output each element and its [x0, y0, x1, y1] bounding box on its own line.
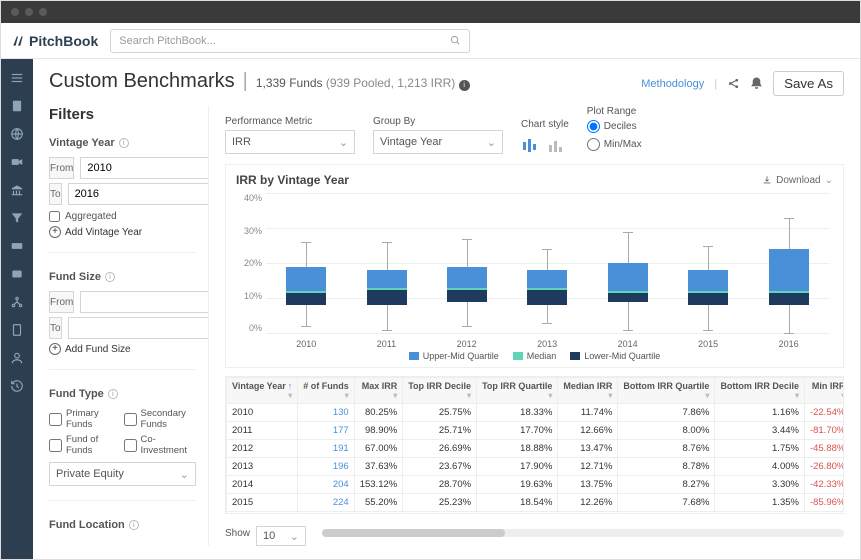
sidebar-item-user[interactable]: [1, 345, 33, 371]
aggregated-checkbox[interactable]: [49, 211, 60, 222]
title-text: Custom Benchmarks: [49, 70, 235, 93]
filter-fund-type: Fund Type i Primary Funds Secondary Fund…: [49, 388, 196, 501]
page-title: Custom Benchmarks | 1,339 Funds (939 Poo…: [49, 70, 470, 93]
sidebar-item-video[interactable]: [1, 149, 33, 175]
boxplot-item: [598, 193, 658, 333]
radio-deciles[interactable]: [587, 120, 600, 133]
table-row[interactable]: 201319637.63%23.67%17.90%12.71%8.78%4.00…: [227, 458, 845, 476]
boxplot-item: [517, 193, 577, 333]
sidebar-item-history[interactable]: [1, 373, 33, 399]
sidebar-item-doc[interactable]: [1, 317, 33, 343]
info-icon[interactable]: i: [105, 272, 115, 282]
filters-panel: Filters Vintage Year i From To Aggregate…: [49, 106, 209, 546]
chart-legend: Upper-Mid Quartile Median Lower-Mid Quar…: [236, 351, 833, 361]
chart-area: 40%30%20%10%0% 2010201120122013201420152…: [236, 189, 833, 349]
traffic-light-min[interactable]: [25, 8, 33, 16]
info-icon[interactable]: i: [119, 138, 129, 148]
chart-title: IRR by Vintage Year: [236, 173, 349, 187]
sidebar-item-org[interactable]: [1, 289, 33, 315]
filter-fund-location: Fund Location i: [49, 519, 196, 546]
filter-fund-size: Fund Size i From To +Add Fund Size: [49, 271, 196, 370]
check-fof[interactable]: [49, 439, 62, 452]
table-row[interactable]: 201219167.00%26.69%18.88%13.47%8.76%1.75…: [227, 440, 845, 458]
check-primary[interactable]: [49, 413, 62, 426]
to-label: To: [49, 183, 62, 205]
logo-text: PitchBook: [29, 33, 98, 49]
traffic-light-close[interactable]: [11, 8, 19, 16]
traffic-light-max[interactable]: [39, 8, 47, 16]
table-row[interactable]: 2016217120.30%33.10%23.48%13.10%7.85%1.2…: [227, 512, 845, 515]
search-input[interactable]: Search PitchBook...: [110, 29, 470, 53]
info-icon[interactable]: i: [459, 80, 470, 91]
add-fund-size[interactable]: +Add Fund Size: [49, 343, 196, 355]
sidebar: [1, 59, 33, 559]
from-label: From: [49, 157, 74, 179]
fundsize-to-input[interactable]: [68, 317, 209, 339]
methodology-link[interactable]: Methodology: [641, 78, 704, 90]
group-by-select[interactable]: Vintage Year⌄: [373, 130, 503, 154]
add-vintage-year[interactable]: +Add Vintage Year: [49, 226, 196, 238]
boxplot-item: [357, 193, 417, 333]
perf-metric-select[interactable]: IRR⌄: [225, 130, 355, 154]
topbar: PitchBook Search PitchBook...: [1, 23, 860, 59]
chart-style-bar[interactable]: [547, 136, 567, 154]
table-row[interactable]: 201522455.20%25.23%18.54%12.26%7.68%1.35…: [227, 494, 845, 512]
filter-vintage-year: Vintage Year i From To Aggregated +Add V…: [49, 137, 196, 253]
filters-title: Filters: [49, 106, 196, 123]
logo[interactable]: PitchBook: [11, 33, 98, 49]
main: Custom Benchmarks | 1,339 Funds (939 Poo…: [33, 59, 860, 559]
sidebar-item-cash[interactable]: [1, 233, 33, 259]
save-as-button[interactable]: Save As: [773, 71, 844, 96]
boxplot-item: [759, 193, 819, 333]
boxplot-item: [678, 193, 738, 333]
content: Performance Metric IRR⌄ Group By Vintage…: [225, 106, 844, 546]
boxplot-item: [276, 193, 336, 333]
share-icon[interactable]: [727, 77, 740, 90]
table-row[interactable]: 201117798.90%25.71%17.70%12.66%8.00%3.44…: [227, 422, 845, 440]
radio-minmax[interactable]: [587, 138, 600, 151]
check-coinvest[interactable]: [124, 439, 137, 452]
bell-icon[interactable]: [750, 77, 763, 90]
header-actions: Methodology | Save As: [641, 71, 844, 96]
vintage-to-input[interactable]: [68, 183, 209, 205]
sidebar-item-wallet[interactable]: [1, 261, 33, 287]
search-placeholder: Search PitchBook...: [119, 35, 216, 47]
sidebar-item-globe[interactable]: [1, 121, 33, 147]
window-titlebar: [1, 1, 860, 23]
vintage-from-input[interactable]: [80, 157, 209, 179]
data-table[interactable]: Vintage Year↑▾# of Funds▾Max IRR▾Top IRR…: [225, 376, 844, 514]
show-select[interactable]: 10⌄: [256, 526, 306, 546]
download-button[interactable]: Download ⌄: [762, 175, 833, 186]
table-row[interactable]: 201013080.25%25.75%18.33%11.74%7.86%1.16…: [227, 404, 845, 422]
check-secondary[interactable]: [124, 413, 137, 426]
chart-style-box[interactable]: [521, 136, 541, 154]
sidebar-item-funnel[interactable]: [1, 205, 33, 231]
fund-type-select[interactable]: Private Equity⌄: [49, 462, 196, 486]
info-icon[interactable]: i: [129, 520, 139, 530]
table-row[interactable]: 2014204153.12%28.70%19.63%13.75%8.27%3.3…: [227, 476, 845, 494]
controls-row: Performance Metric IRR⌄ Group By Vintage…: [225, 106, 844, 154]
search-icon: [450, 35, 461, 46]
sidebar-item-companies[interactable]: [1, 93, 33, 119]
fundsize-from-input[interactable]: [80, 291, 209, 313]
horizontal-scroll[interactable]: [322, 529, 844, 537]
sidebar-item-bank[interactable]: [1, 177, 33, 203]
info-icon[interactable]: i: [108, 389, 118, 399]
page-header: Custom Benchmarks | 1,339 Funds (939 Poo…: [49, 71, 844, 96]
boxplot-item: [437, 193, 497, 333]
sidebar-item-menu[interactable]: [1, 65, 33, 91]
chart-panel: IRR by Vintage Year Download ⌄ 40%30%20%…: [225, 164, 844, 368]
pagination: Show 10⌄: [225, 520, 844, 546]
